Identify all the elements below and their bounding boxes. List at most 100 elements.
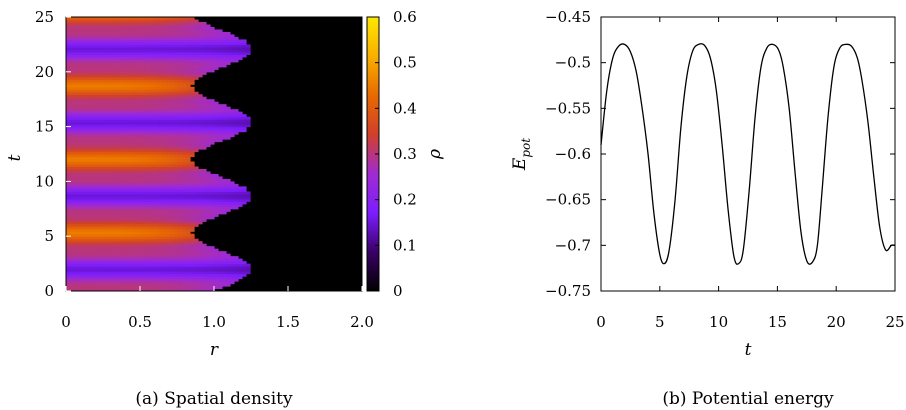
heatmap-cell <box>198 169 203 172</box>
heatmap-cell <box>238 259 243 262</box>
colorbar-tick-label: 0.5 <box>393 54 417 72</box>
heatmap-x-tick-label: 1.0 <box>202 313 226 331</box>
heatmap-x-tick-label: 0.5 <box>128 313 152 331</box>
heatmap-cell <box>214 174 219 177</box>
heatmap-cell <box>242 261 247 264</box>
heatmap-y-tick-label: 25 <box>35 8 54 26</box>
energy-y-ticks: −0.45−0.5−0.55−0.6−0.65−0.7−0.75 <box>545 8 895 300</box>
energy-x-tick-label: 20 <box>827 313 846 331</box>
heatmap-cell <box>190 87 195 90</box>
energy-y-tick-label: −0.55 <box>545 99 591 117</box>
heatmap-cell <box>218 29 223 32</box>
energy-y-tick-label: −0.45 <box>545 8 591 26</box>
colorbar-tick-label: 0.3 <box>393 145 417 163</box>
heatmap-cell <box>222 32 227 35</box>
heatmap-cell <box>194 166 199 169</box>
heatmap-x-label: r <box>210 340 219 360</box>
heatmap-cell <box>194 92 199 95</box>
density-heatmap <box>66 17 362 292</box>
heatmap-cell <box>246 117 251 120</box>
heatmap-cell <box>238 186 243 189</box>
heatmap-cell <box>222 251 227 254</box>
heatmap-cell <box>206 24 211 27</box>
colorbar-ticks: 00.10.20.30.40.50.6 <box>375 8 417 300</box>
heatmap-cell <box>202 244 207 247</box>
heatmap-x-tick-label: 0 <box>61 313 71 331</box>
heatmap-cell <box>210 246 215 249</box>
heatmap-y-tick-label: 0 <box>44 282 54 300</box>
heatmap-cell <box>246 191 251 194</box>
heatmap-y-tick-label: 10 <box>35 172 54 190</box>
heatmap-x-ticks: 0 0.5 1.0 1.5 2.0 <box>61 286 374 331</box>
heatmap-y-tick-label: 20 <box>35 63 54 81</box>
heatmap-cell <box>222 104 227 107</box>
energy-y-tick-label: −0.5 <box>555 54 591 72</box>
energy-x-tick-label: 10 <box>709 313 728 331</box>
heatmap-cell <box>218 251 223 254</box>
caption-a: (a) Spatial density <box>135 389 293 409</box>
heatmap-cell <box>202 169 207 172</box>
heatmap-cell <box>198 22 203 25</box>
energy-x-tick-label: 5 <box>655 313 665 331</box>
colorbar-tick-label: 0.1 <box>393 236 417 254</box>
heatmap-cell <box>214 102 219 105</box>
colorbar-tick-label: 0.2 <box>393 191 417 209</box>
heatmap-cell <box>226 179 231 182</box>
heatmap-cell <box>230 181 235 184</box>
caption-b: (b) Potential energy <box>662 389 834 409</box>
heatmap-cell <box>226 107 231 110</box>
heatmap-cell <box>210 27 215 30</box>
colorbar-tick-label: 0.6 <box>393 8 417 26</box>
heatmap-cell <box>238 112 243 115</box>
heatmap-cell <box>206 246 211 249</box>
heatmap-cell <box>210 174 215 177</box>
heatmap-cell <box>242 114 247 117</box>
line-plot-frame <box>601 17 895 291</box>
heatmap-cell <box>214 29 219 32</box>
heatmap-cell <box>234 184 239 187</box>
heatmap-cell <box>230 109 235 112</box>
heatmap-x-tick-label: 2.0 <box>350 313 374 331</box>
heatmap-cell <box>206 99 211 102</box>
heatmap-cell <box>234 256 239 259</box>
heatmap-cell <box>230 34 235 37</box>
heatmap-cell <box>218 176 223 179</box>
energy-x-tick-label: 25 <box>885 313 904 331</box>
heatmap-cell <box>242 39 247 42</box>
heatmap-cell <box>242 186 247 189</box>
heatmap-cell <box>234 109 239 112</box>
heatmap-cell <box>206 171 211 174</box>
energy-x-tick-label: 0 <box>596 313 606 331</box>
heatmap-cell <box>202 97 207 100</box>
colorbar-label: ρ <box>425 149 445 160</box>
heatmap-cell <box>246 264 251 267</box>
heatmap-y-tick-label: 15 <box>35 118 54 136</box>
heatmap-cell <box>218 104 223 107</box>
heatmap-cell <box>198 94 203 97</box>
energy-y-label-sub: pot <box>519 138 533 158</box>
energy-y-tick-label: −0.75 <box>545 282 591 300</box>
heatmap-cell <box>246 44 251 47</box>
heatmap-y-label: t <box>5 154 25 161</box>
heatmap-cell <box>194 19 199 22</box>
heatmap-cell <box>194 239 199 242</box>
colorbar-tick-label: 0 <box>393 282 403 300</box>
heatmap-cell <box>190 161 195 164</box>
energy-series-line <box>601 44 895 265</box>
energy-y-label: Epot <box>510 138 533 171</box>
potential-energy-panel: 0 5 10 15 20 25 −0.45−0.5−0.55−0.6−0.65−0.7−0… <box>510 8 905 409</box>
energy-y-tick-label: −0.65 <box>545 191 591 209</box>
heatmap-cell <box>230 256 235 259</box>
heatmap-cell <box>202 22 207 25</box>
heatmap-cell <box>226 32 231 35</box>
energy-y-tick-label: −0.7 <box>555 236 591 254</box>
energy-x-tick-label: 15 <box>768 313 787 331</box>
heatmap-cell <box>198 241 203 244</box>
heatmap-x-tick-label: 1.5 <box>276 313 300 331</box>
energy-x-label: t <box>745 340 752 360</box>
density-heatmap-panel: 0 0.5 1.0 1.5 2.0 0 5 10 15 20 25 r t 0 0.1 0.2 0.3 0… <box>5 8 445 409</box>
energy-y-label-base: E <box>510 157 530 171</box>
heatmap-cell <box>214 249 219 252</box>
heatmap-y-tick-label: 5 <box>44 227 54 245</box>
